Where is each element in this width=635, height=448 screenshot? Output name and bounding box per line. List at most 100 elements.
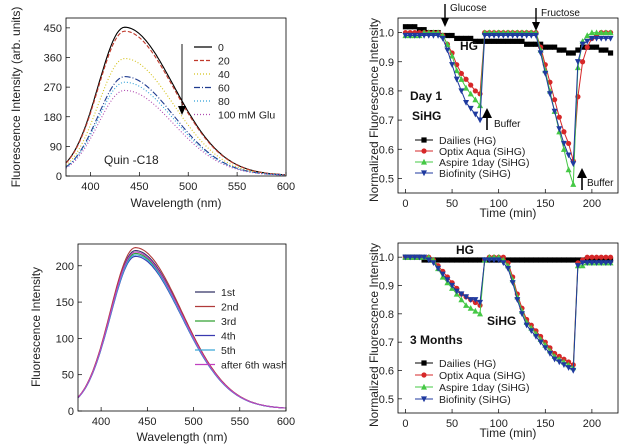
b-point-3-28 xyxy=(532,32,539,39)
a-xtick-label: 600 xyxy=(277,181,295,193)
b-buffer2-arrow-head xyxy=(577,168,587,178)
d-point-3-43 xyxy=(602,260,609,267)
b-point-3-37 xyxy=(574,59,581,65)
b-point-3-40 xyxy=(588,35,595,42)
b-y-ticks: 0.5 0.6 0.7 0.8 0.9 1.0 xyxy=(379,28,402,185)
d-point-3-12 xyxy=(458,291,465,298)
b-point-3-42 xyxy=(598,35,605,42)
b-annotation-buffer2: Buffer xyxy=(587,178,614,189)
b-point-0-21 xyxy=(500,38,506,44)
b-buffer1-arrow-head xyxy=(482,108,492,118)
b-point-3-11 xyxy=(453,76,460,83)
d-legend-marker xyxy=(421,372,427,378)
d-point-3-11 xyxy=(453,288,460,295)
d-plot-frame xyxy=(397,242,619,414)
d-point-3-16 xyxy=(477,299,484,306)
b-point-3-22 xyxy=(505,32,511,39)
d-point-3-13 xyxy=(463,294,470,301)
a-xtick-label: 400 xyxy=(81,181,99,193)
d-y-ticks: 0.5 0.6 0.7 0.8 0.9 1.0 xyxy=(379,252,402,406)
b-point-3-12 xyxy=(458,88,465,95)
a-series-line-2 xyxy=(65,57,286,176)
d-xtick-label: 50 xyxy=(446,418,458,430)
d-point-3-19 xyxy=(491,257,498,264)
d-point-3-30 xyxy=(542,345,549,352)
b-xtick-label: 0 xyxy=(402,198,408,210)
d-point-1-39 xyxy=(584,254,590,260)
d-point-2-12 xyxy=(458,296,465,303)
a-arrow-head xyxy=(178,106,186,115)
b-point-3-41 xyxy=(593,35,600,42)
d-point-3-18 xyxy=(486,257,493,264)
b-point-3-2 xyxy=(411,32,418,39)
d-point-0-13 xyxy=(463,257,469,263)
b-point-3-32 xyxy=(551,108,558,115)
b-point-0-42 xyxy=(598,47,604,53)
b-point-3-44 xyxy=(607,35,614,42)
b-point-2-15 xyxy=(472,96,479,103)
b-point-3-34 xyxy=(560,140,567,147)
a-ytick-label: 450 xyxy=(44,23,62,35)
b-point-0-28 xyxy=(533,41,539,47)
b-point-0-25 xyxy=(519,38,525,44)
d-legend-marker xyxy=(421,383,427,390)
b-point-0-2 xyxy=(412,24,418,30)
b-point-2-34 xyxy=(560,146,567,152)
b-point-2-42 xyxy=(598,29,605,36)
a-xtick-label: 500 xyxy=(179,181,197,193)
d-point-3-44 xyxy=(607,260,614,267)
d-point-1-40 xyxy=(589,254,595,260)
d-point-3-8 xyxy=(439,271,446,278)
d-point-1-41 xyxy=(593,254,600,260)
b-xtick-label: 100 xyxy=(489,198,507,210)
d-series-line-2 xyxy=(405,256,611,369)
d-legend-label: Biofinity (SiHG) xyxy=(439,394,511,406)
b-glucose-arrow-head xyxy=(441,18,449,27)
d-point-3-4 xyxy=(421,254,428,261)
c-plot-frame xyxy=(77,243,287,412)
c-legend-label: 1st xyxy=(221,287,235,299)
d-point-3-15 xyxy=(472,297,479,303)
a-ytick-label: 180 xyxy=(44,112,62,124)
d-ytick-label: 0.7 xyxy=(379,337,394,349)
d-xtick-label: 150 xyxy=(536,418,554,430)
d-point-3-40 xyxy=(588,260,595,267)
d-point-3-22 xyxy=(505,265,511,272)
a-x-label: Wavelength (nm) xyxy=(131,196,222,210)
b-point-1-32 xyxy=(552,97,558,103)
d-series-line-1 xyxy=(405,256,611,366)
b-point-0-27 xyxy=(528,41,534,47)
d-point-3-39 xyxy=(584,260,591,267)
d-point-0-34 xyxy=(561,257,567,263)
b-point-3-23 xyxy=(509,32,516,39)
b-point-0-19 xyxy=(491,38,497,44)
b-point-2-13 xyxy=(463,84,470,91)
c-series-line-0 xyxy=(77,249,286,409)
d-point-3-26 xyxy=(523,322,530,329)
b-point-3-24 xyxy=(514,32,521,39)
d-point-3-7 xyxy=(435,265,442,272)
a-ytick-label: 90 xyxy=(50,141,62,153)
a-series-line-3 xyxy=(65,76,286,176)
b-legend-label: Biofinity (SiHG) xyxy=(439,168,511,180)
b-point-0-43 xyxy=(603,47,609,53)
a-series-line-0 xyxy=(65,26,286,176)
b-point-3-4 xyxy=(421,32,428,39)
b-annotation-hg: HG xyxy=(460,39,478,53)
d-point-3-1 xyxy=(407,254,414,261)
b-point-3-14 xyxy=(467,105,474,112)
b-point-1-39 xyxy=(584,44,590,50)
b-point-0-44 xyxy=(607,50,614,56)
a-legend-label: 20 xyxy=(218,56,230,68)
a-legend-label: 100 mM Glu xyxy=(218,110,275,122)
b-point-2-12 xyxy=(458,76,465,82)
b-legend-marker xyxy=(421,137,427,143)
b-point-3-17 xyxy=(481,32,488,39)
b-point-3-39 xyxy=(584,38,591,45)
a-series-line-1 xyxy=(65,30,286,176)
b-point-0-16 xyxy=(477,38,483,44)
d-point-3-36 xyxy=(570,367,577,374)
d-point-3-29 xyxy=(537,339,544,346)
d-point-3-9 xyxy=(444,277,451,284)
